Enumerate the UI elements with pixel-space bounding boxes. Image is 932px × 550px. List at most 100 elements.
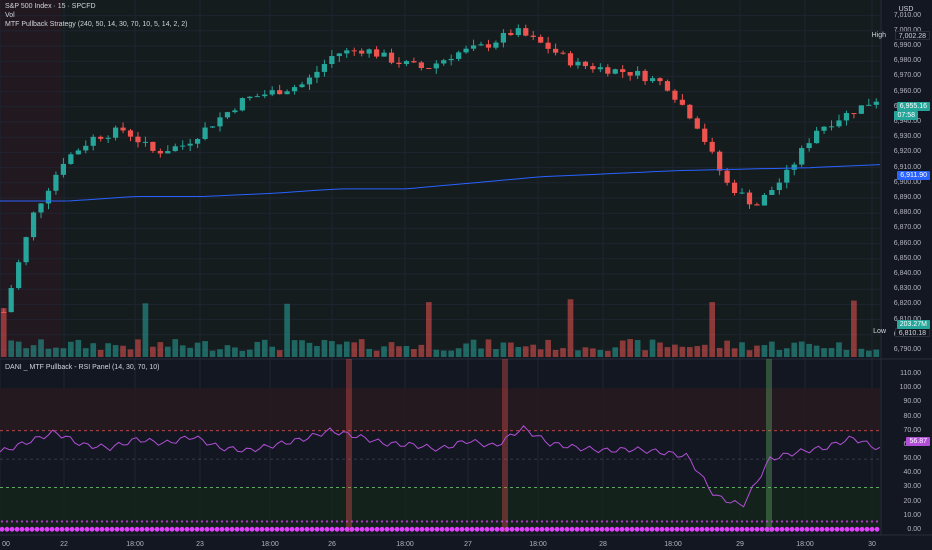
volume-bar xyxy=(388,342,395,357)
candle-body xyxy=(605,67,611,74)
volume-bar xyxy=(358,339,365,357)
signal-dot xyxy=(165,520,169,523)
volume-bar xyxy=(90,343,97,357)
signal-dot xyxy=(855,520,859,523)
signal-dot xyxy=(480,520,484,523)
volume-bar xyxy=(142,303,149,357)
signal-dot xyxy=(294,526,300,532)
signal-dot xyxy=(155,520,159,523)
signal-dot xyxy=(440,520,444,523)
signal-dot xyxy=(460,520,464,523)
signal-dot xyxy=(634,526,640,532)
candle-body xyxy=(112,127,119,138)
candle-body xyxy=(515,28,521,36)
signal-dot xyxy=(205,520,209,523)
signal-dot xyxy=(680,520,684,523)
price-tick-label: 6,970.00 xyxy=(893,72,921,80)
signal-dot xyxy=(10,520,14,523)
signal-dot xyxy=(310,520,314,523)
volume-bar xyxy=(731,348,738,357)
signal-dot xyxy=(174,526,180,532)
rsi-tick-label: 70.00 xyxy=(903,426,921,434)
candle-body xyxy=(575,61,581,66)
signal-dot xyxy=(559,526,565,532)
signal-dot xyxy=(370,520,374,523)
signal-dot xyxy=(524,526,530,532)
volume-bar xyxy=(560,348,566,357)
signal-dot xyxy=(344,526,350,532)
signal-dot xyxy=(845,520,849,523)
candle-body xyxy=(538,36,544,43)
signal-dot xyxy=(595,520,599,523)
signal-dot xyxy=(19,526,25,532)
time-tick-label: 18:00 xyxy=(126,541,144,548)
volume-bar xyxy=(694,346,701,357)
rsi-tick-label: 50.00 xyxy=(903,455,921,463)
signal-dot xyxy=(160,520,164,523)
volume-bar xyxy=(381,346,387,357)
signal-dot xyxy=(75,520,79,523)
signal-dot xyxy=(80,520,84,523)
volume-bar xyxy=(545,339,551,357)
candle-body xyxy=(799,148,805,165)
price-tick-label: 6,910.00 xyxy=(893,163,921,171)
signal-dot xyxy=(374,526,380,532)
rsi-tick-label: 110.00 xyxy=(900,370,921,377)
price-tick-label: 6,850.00 xyxy=(893,254,921,262)
signal-dot xyxy=(525,520,529,523)
candle-body xyxy=(388,52,395,63)
volume-bar xyxy=(433,349,440,357)
volume-bar xyxy=(537,349,544,357)
signal-column xyxy=(766,359,772,532)
rsi-tick-label: 100.00 xyxy=(899,384,921,392)
price-tick-label: 6,920.00 xyxy=(893,148,921,156)
volume-bar xyxy=(75,339,82,357)
signal-dot xyxy=(730,520,734,523)
signal-dot xyxy=(9,526,15,532)
strategy-legend[interactable]: MTF Pullback Strategy (240, 50, 14, 30, … xyxy=(5,21,188,28)
rsi-panel-legend[interactable]: DANI _ MTF Pullback - RSI Panel (14, 30,… xyxy=(5,364,160,371)
signal-dot xyxy=(45,520,49,523)
signal-dot xyxy=(589,526,595,532)
candle-body xyxy=(359,50,365,54)
signal-dot xyxy=(794,526,800,532)
rsi-tick-label: 90.00 xyxy=(903,398,921,406)
signal-dot xyxy=(574,526,580,532)
signal-dot xyxy=(540,520,544,523)
price-tick-label: 6,900.00 xyxy=(893,178,921,186)
volume-bar xyxy=(515,346,522,357)
signal-dot xyxy=(339,526,345,532)
signal-dot xyxy=(189,526,195,532)
candle-body xyxy=(433,63,439,69)
signal-dot xyxy=(365,520,369,523)
volume-legend[interactable]: Vol xyxy=(5,12,15,19)
currency-button[interactable]: USD xyxy=(888,4,924,15)
signal-dot xyxy=(39,526,45,532)
candle-body xyxy=(828,126,835,128)
signal-dot xyxy=(864,526,870,532)
signal-dot xyxy=(385,520,389,523)
signal-dot xyxy=(44,526,50,532)
signal-dot xyxy=(810,520,814,523)
high-value-tag: 7,002.28 xyxy=(894,31,930,40)
volume-bar xyxy=(239,350,246,357)
signal-dot xyxy=(569,526,575,532)
signal-dot xyxy=(150,520,154,523)
signal-dot xyxy=(320,520,324,523)
signal-dot xyxy=(315,520,319,523)
volume-bar xyxy=(612,347,619,357)
signal-dot xyxy=(605,520,609,523)
volume-bar xyxy=(97,349,104,357)
volume-bar xyxy=(194,342,201,357)
volume-bar xyxy=(843,349,850,357)
signal-dot xyxy=(485,520,489,523)
volume-bar xyxy=(813,345,820,357)
volume-bar xyxy=(60,348,67,357)
candle-body xyxy=(769,190,775,195)
candle-body xyxy=(754,204,760,206)
volume-bar xyxy=(276,350,283,357)
symbol-legend[interactable]: S&P 500 Index · 15 · SPCFD xyxy=(5,3,96,10)
signal-dot xyxy=(545,520,549,523)
